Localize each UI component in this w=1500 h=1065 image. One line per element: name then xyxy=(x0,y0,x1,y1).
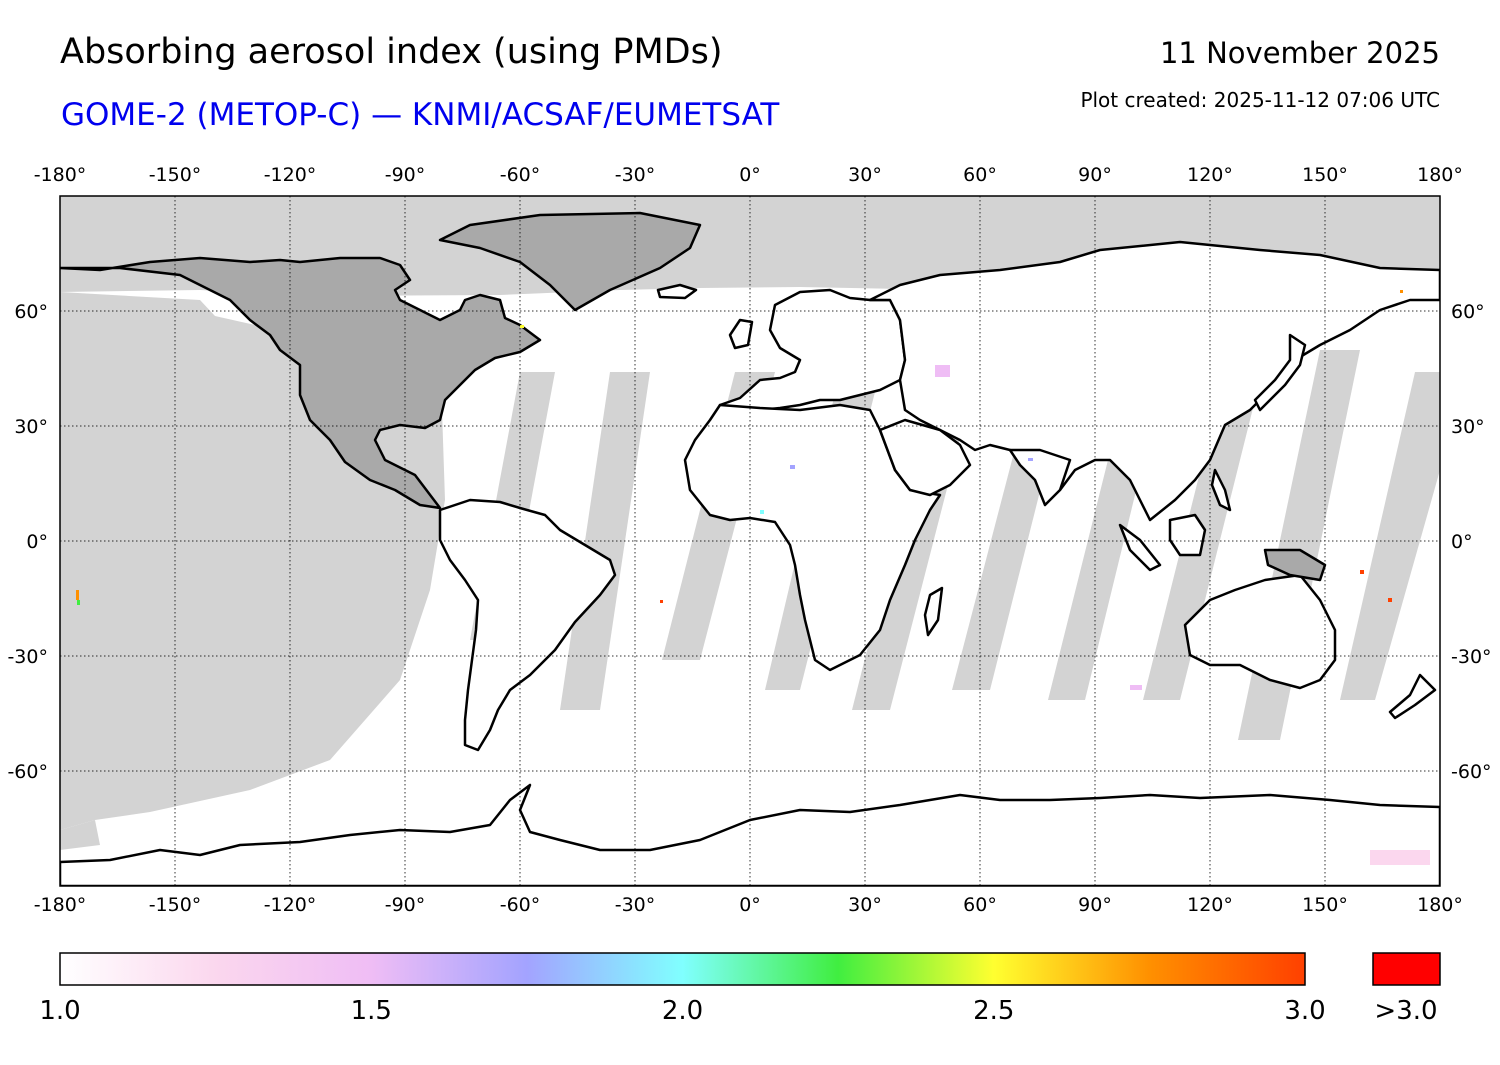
lon-tick-label: 30° xyxy=(848,164,882,186)
colorbar-over-label: >3.0 xyxy=(1374,996,1437,1026)
lon-tick-label: 60° xyxy=(963,894,997,916)
lon-tick-label: 30° xyxy=(848,894,882,916)
lat-tick-label: 60° xyxy=(14,301,48,323)
philippines xyxy=(1210,468,1232,512)
colorbar-tick-label: 2.0 xyxy=(662,996,703,1026)
lon-tick-labels-bottom: -180° -150° -120° -90° -60° -30° 0° 30° 60° 90° 12… xyxy=(34,894,1463,916)
lon-tick-label: 180° xyxy=(1417,894,1463,916)
british-isles xyxy=(728,318,754,350)
map-date: 11 November 2025 xyxy=(1159,36,1440,70)
lon-tick-label: 90° xyxy=(1078,894,1112,916)
lat-tick-labels-left: 60° 30° 0° -30° -60° xyxy=(7,301,48,783)
iceland xyxy=(656,283,698,300)
lat-tick-label: 30° xyxy=(14,416,48,438)
lat-tick-labels-right: 60° 30° 0° -30° -60° xyxy=(1451,301,1492,783)
new-guinea xyxy=(1263,548,1327,582)
colorbar-tick-label: 1.5 xyxy=(351,996,392,1026)
lon-tick-label: -60° xyxy=(500,164,541,186)
madagascar xyxy=(923,586,944,637)
colorbar-tick-label: 2.5 xyxy=(973,996,1014,1026)
lon-tick-label: -180° xyxy=(34,164,87,186)
lon-tick-label: -60° xyxy=(500,894,541,916)
lon-tick-label: -30° xyxy=(615,164,656,186)
lon-tick-label: -120° xyxy=(264,164,317,186)
lat-tick-label: -30° xyxy=(7,646,48,668)
arabian-peninsula xyxy=(878,418,972,497)
aerosol-pixels xyxy=(76,290,1430,865)
south-nodata-region xyxy=(60,820,100,850)
lat-tick-label: -60° xyxy=(7,761,48,783)
lon-tick-label: -90° xyxy=(385,164,426,186)
map-layers xyxy=(60,196,1440,886)
lon-tick-label: 120° xyxy=(1187,894,1233,916)
lon-tick-label: 0° xyxy=(739,164,761,186)
lon-tick-label: 60° xyxy=(963,164,997,186)
lon-tick-label: 150° xyxy=(1302,894,1348,916)
lat-tick-label: 0° xyxy=(26,531,48,553)
map-title: Absorbing aerosol index (using PMDs) xyxy=(60,32,723,72)
colorbar xyxy=(59,952,1306,986)
lon-tick-labels-top: -180° -150° -120° -90° -60° -30° 0° 30° 60° 90° 12… xyxy=(34,164,1463,186)
africa xyxy=(683,403,942,672)
colorbar-tick-label: 3.0 xyxy=(1284,996,1325,1026)
borneo xyxy=(1168,513,1207,557)
lat-tick-label: 30° xyxy=(1451,416,1485,438)
lon-tick-label: 90° xyxy=(1078,164,1112,186)
lat-tick-label: -30° xyxy=(1451,646,1492,668)
lon-tick-label: -30° xyxy=(615,894,656,916)
lat-tick-label: 0° xyxy=(1451,531,1473,553)
colorbar-tick-labels: 1.0 1.5 2.0 2.5 3.0 xyxy=(39,996,1325,1026)
plot-created-timestamp: Plot created: 2025-11-12 07:06 UTC xyxy=(1080,88,1440,112)
north-america xyxy=(60,256,542,510)
india xyxy=(1008,448,1072,507)
south-america xyxy=(438,498,617,752)
new-zealand xyxy=(1388,673,1437,720)
lon-tick-label: -120° xyxy=(264,894,317,916)
lat-tick-label: -60° xyxy=(1451,761,1492,783)
lon-tick-label: 120° xyxy=(1187,164,1233,186)
map-subtitle: GOME-2 (METOP-C) — KNMI/ACSAF/EUMETSAT xyxy=(61,97,780,133)
lon-tick-label: -180° xyxy=(34,894,87,916)
colorbar-over-swatch xyxy=(1372,952,1441,986)
lon-tick-label: -150° xyxy=(149,164,202,186)
lon-tick-label: -90° xyxy=(385,894,426,916)
lon-tick-label: 180° xyxy=(1417,164,1463,186)
lat-tick-label: 60° xyxy=(1451,301,1485,323)
sumatra xyxy=(1118,523,1162,572)
colorbar-tick-label: 1.0 xyxy=(39,996,80,1026)
lon-tick-label: 0° xyxy=(739,894,761,916)
japan xyxy=(1253,333,1307,412)
australia xyxy=(1183,573,1337,690)
lon-tick-label: 150° xyxy=(1302,164,1348,186)
map-frame xyxy=(59,195,1441,887)
map-gridlines xyxy=(60,196,1440,886)
lon-tick-label: -150° xyxy=(149,894,202,916)
